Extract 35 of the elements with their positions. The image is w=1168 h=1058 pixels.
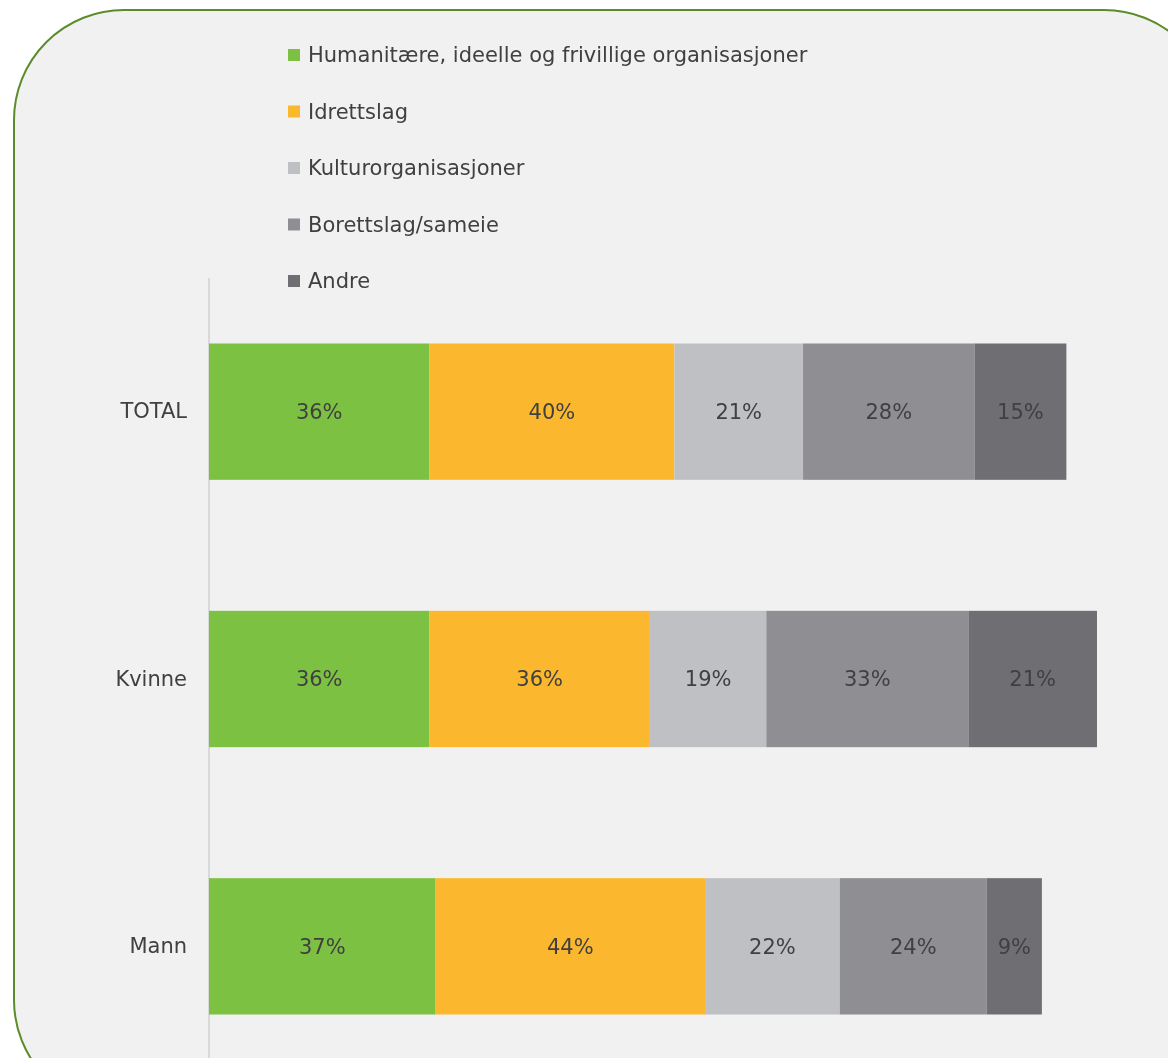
legend-label: Kulturorganisasjoner [308, 156, 525, 181]
bar [986, 878, 1042, 1015]
legend-label: Idrettslag [308, 99, 409, 124]
y-tick-label: Mann [129, 934, 187, 959]
data-label: 28% [865, 400, 913, 425]
y-tick-label: TOTAL [119, 399, 188, 424]
data-label: 33% [844, 667, 891, 692]
data-label: 21% [715, 400, 763, 425]
bar [839, 878, 987, 1015]
y-tick-label: Kvinne [115, 666, 187, 691]
bar [209, 343, 430, 480]
bar [968, 610, 1097, 748]
data-label: 22% [749, 934, 796, 959]
bar [429, 610, 650, 748]
bar [209, 878, 436, 1015]
data-label: 19% [684, 667, 732, 692]
bar [649, 610, 767, 748]
data-label: 36% [516, 667, 564, 692]
bar [705, 878, 840, 1015]
data-label: 36% [295, 400, 343, 425]
legend-label: Humanitære, ideelle og frivillige organisasjoner [308, 43, 808, 68]
data-label: 40% [528, 400, 576, 425]
data-label: 24% [889, 934, 937, 959]
bar [429, 343, 675, 480]
bar [974, 343, 1067, 480]
bar [803, 343, 975, 480]
bar [766, 610, 969, 748]
bar [209, 610, 430, 748]
data-label: 37% [298, 934, 346, 959]
legend-label: Andre [308, 269, 371, 294]
data-label: 44% [546, 934, 594, 959]
data-label: 36% [295, 667, 343, 692]
bar [674, 343, 804, 480]
legend-label: Borettslag/sameie [308, 212, 499, 237]
bar [435, 878, 706, 1015]
